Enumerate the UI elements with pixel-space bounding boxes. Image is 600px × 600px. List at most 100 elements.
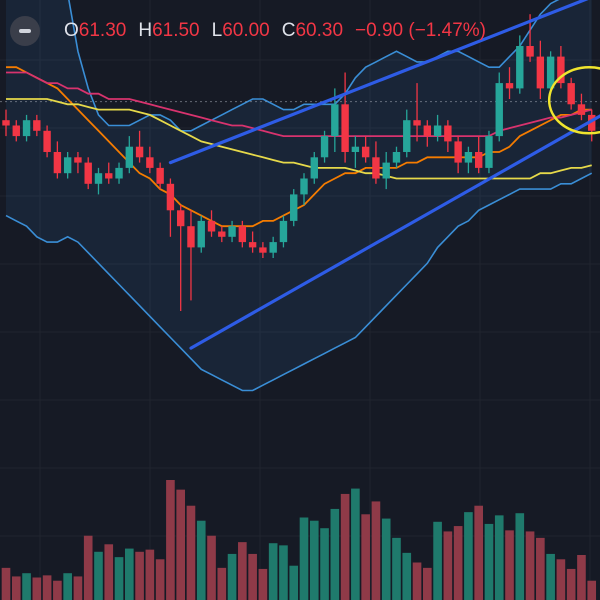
candle-body: [454, 141, 462, 163]
candle-body: [279, 220, 288, 243]
ma-orange-line: [6, 66, 592, 228]
volume-bar: [494, 515, 504, 600]
trendline-upper: [168, 0, 589, 165]
highlight-circle: [547, 66, 600, 135]
volume-bar: [207, 535, 216, 600]
candle-body: [433, 125, 442, 137]
candle-body: [495, 83, 503, 137]
candle-body: [269, 242, 277, 253]
volume-bar: [145, 549, 155, 600]
volume-bar: [186, 505, 196, 600]
candle-body: [392, 152, 401, 163]
candle-body: [372, 157, 380, 179]
volume-bar: [32, 577, 42, 600]
candle-body: [2, 120, 10, 126]
volume-bar: [484, 523, 494, 600]
minus-icon: [19, 29, 31, 33]
candle-body: [577, 104, 586, 115]
volume-bar: [83, 535, 93, 600]
change-value: −0.90 (−1.47%): [355, 20, 486, 41]
candle-body: [557, 56, 565, 84]
volume-bar: [53, 580, 62, 600]
high-value: H61.50: [138, 20, 200, 41]
volume-bar: [114, 557, 124, 600]
ohlc-legend: O61.30 H61.50 L60.00 C60.30 −0.90 (−1.47…: [10, 14, 486, 48]
candle-body: [320, 136, 329, 158]
volume-bar: [299, 517, 309, 600]
candle-body: [33, 120, 41, 131]
candle-body: [505, 83, 514, 89]
candle-body: [63, 157, 72, 174]
trend-channel[interactable]: [168, 0, 600, 350]
volume-bar: [94, 551, 103, 600]
volume-bar: [11, 576, 21, 600]
candle-body: [207, 220, 216, 232]
bollinger-upper-line: [68, 0, 560, 132]
volume-bar: [176, 489, 186, 600]
candle-body: [74, 157, 82, 163]
bollinger-bands: [0, 0, 600, 392]
collapse-legend-button[interactable]: [10, 16, 40, 46]
volume-bar: [433, 521, 442, 600]
volume-bar: [536, 537, 545, 600]
candle-body: [53, 152, 62, 174]
candle-body: [423, 125, 432, 137]
volume-bar: [166, 480, 175, 600]
candle-body: [146, 157, 154, 168]
candle-body: [176, 210, 185, 227]
candle-body: [382, 162, 390, 179]
volume-bar: [361, 514, 370, 600]
candle-body: [546, 56, 555, 89]
volume-bar: [587, 580, 597, 600]
volume-bar: [42, 575, 52, 600]
volume-bar: [320, 528, 329, 600]
candle-body: [218, 231, 226, 237]
volume-bar: [73, 576, 83, 600]
volume-bar: [412, 562, 422, 600]
candle-body: [413, 120, 421, 126]
volume-bar: [289, 565, 299, 600]
candle-body: [290, 194, 298, 221]
candle-body: [22, 120, 31, 137]
candle-body: [135, 146, 144, 158]
volume-bar: [217, 567, 227, 600]
candle-body: [156, 167, 164, 184]
close-value: C60.30: [281, 20, 344, 41]
candle-body: [115, 167, 123, 179]
candle-body: [248, 242, 257, 248]
volume-bar: [104, 544, 114, 600]
volume-bar: [63, 573, 72, 600]
bollinger-fill: [6, 0, 592, 391]
volume-bar: [330, 508, 340, 600]
candle-body: [187, 226, 195, 248]
volume-bar: [135, 551, 144, 600]
candle-body: [536, 56, 545, 89]
ma-yellow-line: [6, 98, 592, 180]
candle-body: [43, 130, 51, 152]
candle-body: [12, 125, 20, 137]
candle-body: [300, 178, 308, 195]
volume-bar: [381, 518, 391, 600]
candle-body: [341, 104, 349, 152]
volume-bar: [515, 513, 525, 600]
annotations[interactable]: [547, 66, 600, 135]
candle-body: [310, 157, 318, 179]
trendline-lower: [189, 114, 600, 350]
ma-pink-line: [6, 71, 592, 138]
candle-body: [361, 146, 370, 158]
moving-averages: [6, 66, 592, 228]
volume-bar: [309, 520, 319, 600]
volume-bar: [279, 545, 288, 600]
volume-bar: [258, 568, 268, 600]
volume-bar: [22, 573, 31, 600]
volume-bar: [227, 553, 237, 600]
candles: [2, 14, 596, 311]
candle-body: [259, 247, 267, 253]
volume-bar: [124, 548, 134, 600]
volume-bar: [402, 552, 412, 600]
volume-bar: [248, 553, 257, 600]
volume-bar: [453, 526, 463, 600]
volume-bar: [505, 530, 514, 600]
candle-body: [485, 136, 493, 168]
